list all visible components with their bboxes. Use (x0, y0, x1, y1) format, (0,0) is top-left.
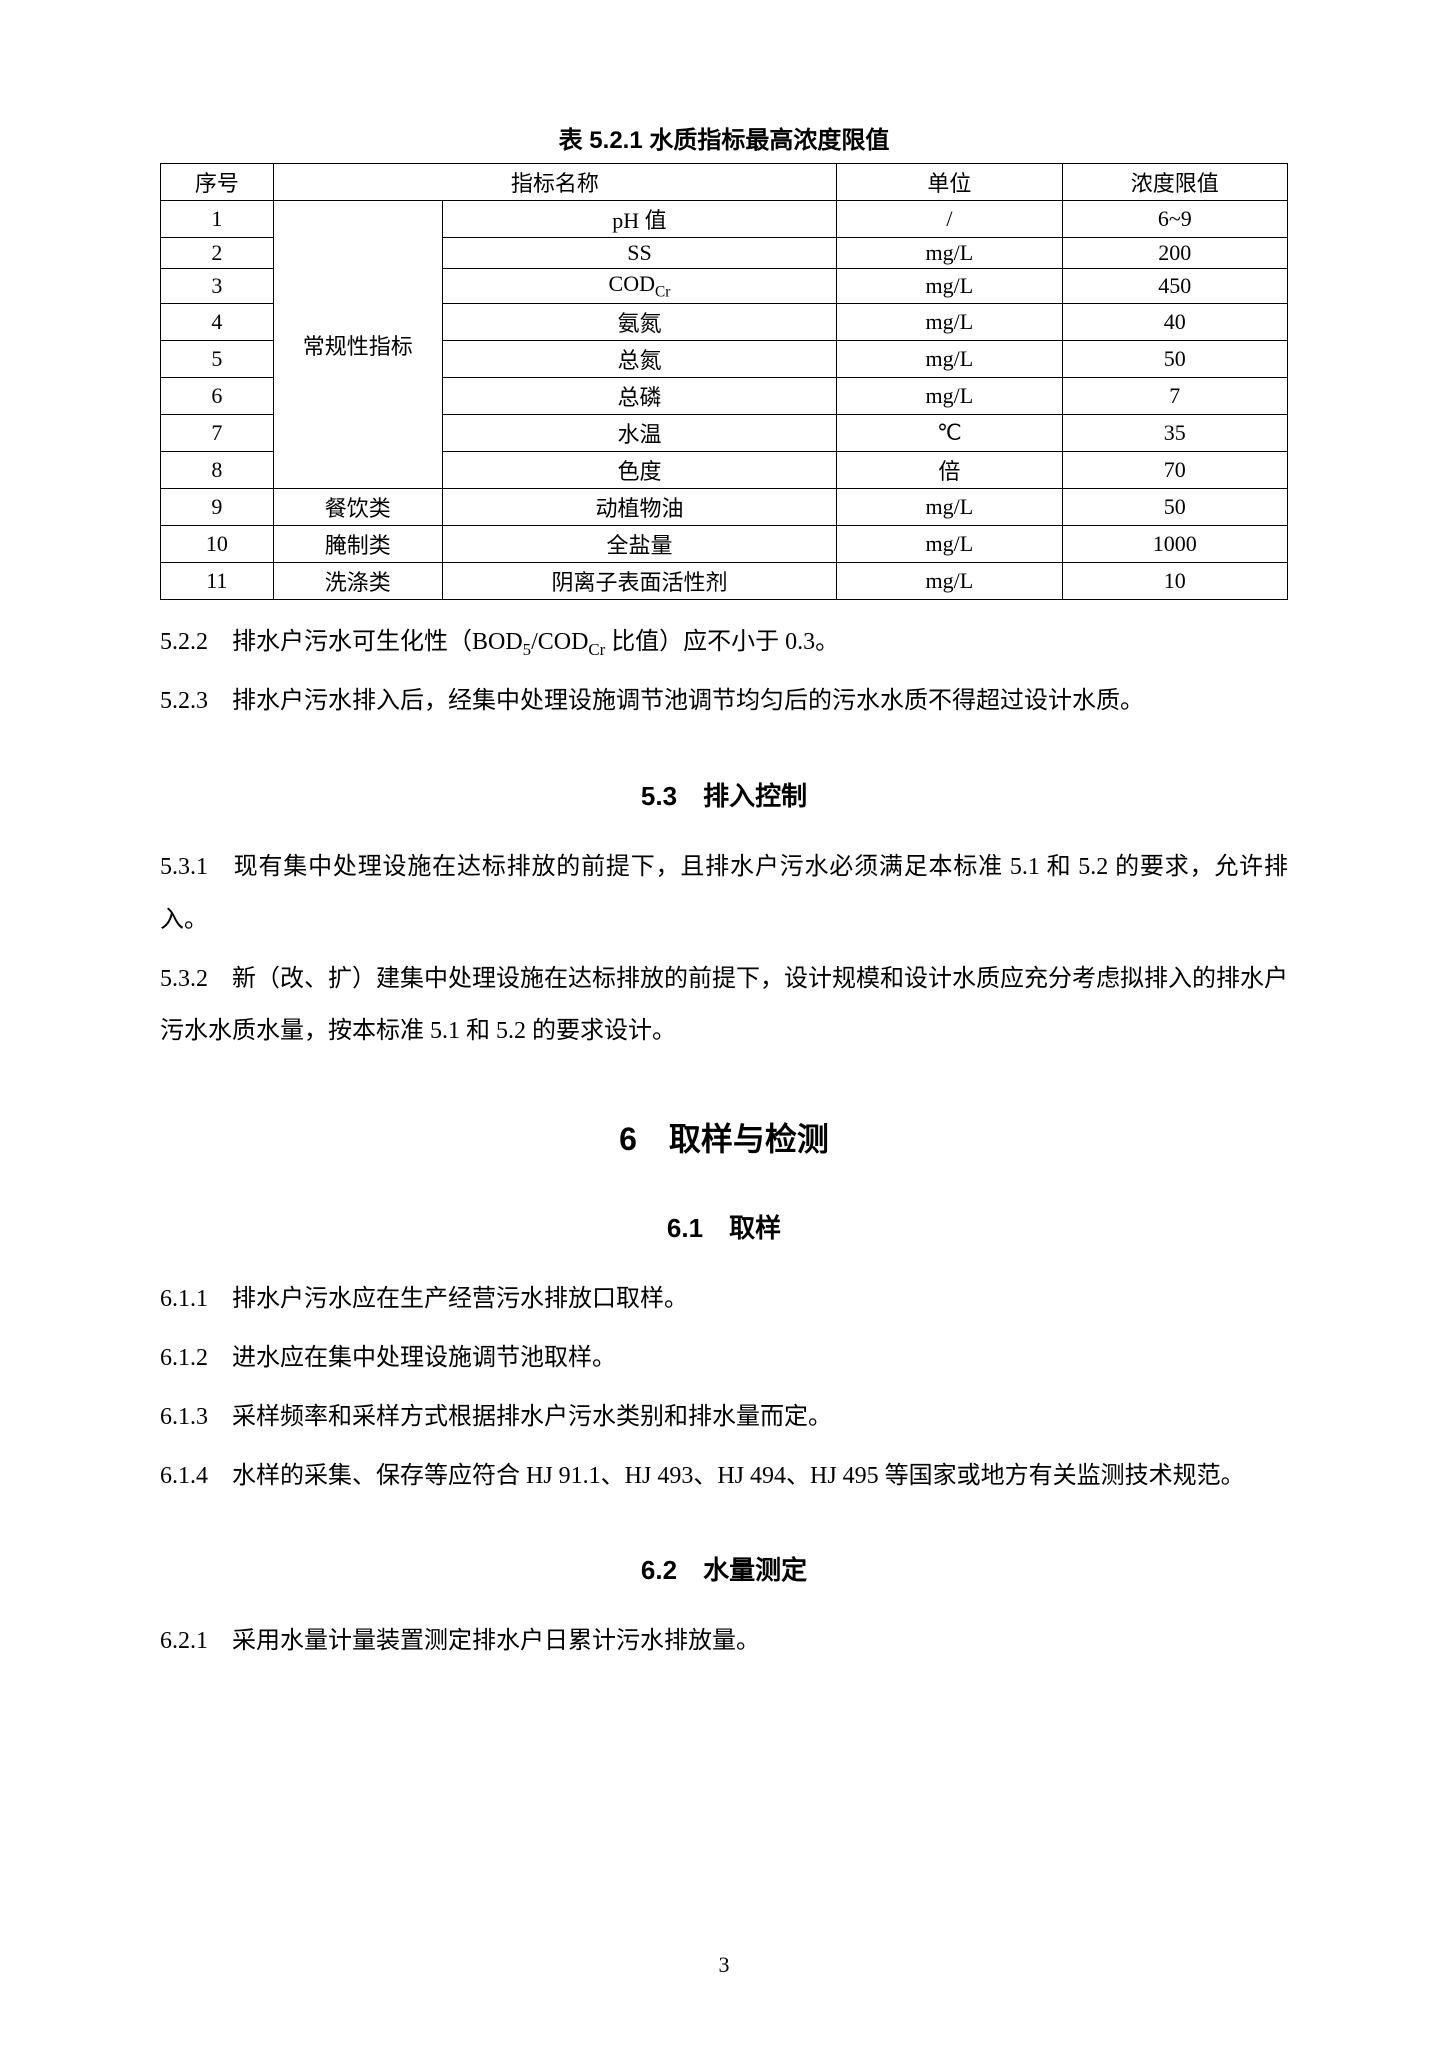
cell-group: 常规性指标 (273, 201, 442, 489)
cell-limit: 35 (1062, 415, 1287, 452)
heading-5-3: 5.3 排入控制 (160, 776, 1288, 813)
heading-6: 6 取样与检测 (160, 1114, 1288, 1160)
cell-limit: 6~9 (1062, 201, 1287, 238)
page-number: 3 (0, 1952, 1448, 1978)
cell-limit: 70 (1062, 452, 1287, 489)
para-6-1-2: 6.1.2 进水应在集中处理设施调节池取样。 (160, 1332, 1288, 1385)
cell-cat: 洗涤类 (273, 563, 442, 600)
cell-name: 总氮 (442, 341, 836, 378)
table-header-row: 序号 指标名称 单位 浓度限值 (161, 164, 1288, 201)
cell-cat: 腌制类 (273, 526, 442, 563)
cell-limit: 40 (1062, 304, 1287, 341)
para-6-2-1: 6.2.1 采用水量计量装置测定排水户日累计污水排放量。 (160, 1615, 1288, 1668)
cell-limit: 7 (1062, 378, 1287, 415)
cell-limit: 1000 (1062, 526, 1287, 563)
cell-name: CODCr (442, 269, 836, 304)
para-5-2-2: 5.2.2 排水户污水可生化性（BOD5/CODCr 比值）应不小于 0.3。 (160, 616, 1288, 669)
heading-6-1: 6.1 取样 (160, 1208, 1288, 1245)
cell-name: 动植物油 (442, 489, 836, 526)
cell-unit: ℃ (837, 415, 1062, 452)
table-row: 9 餐饮类 动植物油 mg/L 50 (161, 489, 1288, 526)
cell-limit: 50 (1062, 341, 1287, 378)
para-5-3-1: 5.3.1 现有集中处理设施在达标排放的前提下，且排水户污水必须满足本标准 5.… (160, 841, 1288, 947)
para-6-1-3: 6.1.3 采样频率和采样方式根据排水户污水类别和排水量而定。 (160, 1391, 1288, 1444)
table-row: 11 洗涤类 阴离子表面活性剂 mg/L 10 (161, 563, 1288, 600)
cell-name: 色度 (442, 452, 836, 489)
cell-seq: 6 (161, 378, 274, 415)
cell-seq: 8 (161, 452, 274, 489)
cell-seq: 7 (161, 415, 274, 452)
cell-unit: mg/L (837, 489, 1062, 526)
cell-unit: mg/L (837, 563, 1062, 600)
cell-seq: 11 (161, 563, 274, 600)
page: 表 5.2.1 水质指标最高浓度限值 序号 指标名称 单位 浓度限值 1 常规性… (0, 0, 1448, 2048)
heading-6-2: 6.2 水量测定 (160, 1550, 1288, 1587)
cell-unit: mg/L (837, 238, 1062, 269)
cell-seq: 3 (161, 269, 274, 304)
para-6-1-4: 6.1.4 水样的采集、保存等应符合 HJ 91.1、HJ 493、HJ 494… (160, 1450, 1288, 1503)
cell-name: 水温 (442, 415, 836, 452)
cell-name: SS (442, 238, 836, 269)
cell-name: 总磷 (442, 378, 836, 415)
cell-seq: 2 (161, 238, 274, 269)
cell-unit: mg/L (837, 269, 1062, 304)
cell-unit: mg/L (837, 526, 1062, 563)
cell-name: 阴离子表面活性剂 (442, 563, 836, 600)
cell-unit: 倍 (837, 452, 1062, 489)
table-caption: 表 5.2.1 水质指标最高浓度限值 (160, 120, 1288, 155)
th-name-1: 指标名称 (273, 164, 837, 201)
cell-seq: 9 (161, 489, 274, 526)
cell-cat: 餐饮类 (273, 489, 442, 526)
cell-seq: 10 (161, 526, 274, 563)
th-seq: 序号 (161, 164, 274, 201)
para-5-3-2: 5.3.2 新（改、扩）建集中处理设施在达标排放的前提下，设计规模和设计水质应充… (160, 953, 1288, 1059)
th-limit: 浓度限值 (1062, 164, 1287, 201)
para-5-2-3: 5.2.3 排水户污水排入后，经集中处理设施调节池调节均匀后的污水水质不得超过设… (160, 675, 1288, 728)
cell-unit: mg/L (837, 378, 1062, 415)
para-6-1-1: 6.1.1 排水户污水应在生产经营污水排放口取样。 (160, 1273, 1288, 1326)
cell-seq: 4 (161, 304, 274, 341)
cell-unit: mg/L (837, 341, 1062, 378)
cell-seq: 5 (161, 341, 274, 378)
cell-limit: 450 (1062, 269, 1287, 304)
cell-name: 氨氮 (442, 304, 836, 341)
cell-seq: 1 (161, 201, 274, 238)
cell-unit: / (837, 201, 1062, 238)
table-row: 10 腌制类 全盐量 mg/L 1000 (161, 526, 1288, 563)
th-unit: 单位 (837, 164, 1062, 201)
limits-table: 序号 指标名称 单位 浓度限值 1 常规性指标 pH 值 / 6~9 2 SS … (160, 163, 1288, 600)
cell-limit: 50 (1062, 489, 1287, 526)
cell-limit: 200 (1062, 238, 1287, 269)
cell-unit: mg/L (837, 304, 1062, 341)
cell-name: pH 值 (442, 201, 836, 238)
cell-limit: 10 (1062, 563, 1287, 600)
cell-name: 全盐量 (442, 526, 836, 563)
table-row: 1 常规性指标 pH 值 / 6~9 (161, 201, 1288, 238)
